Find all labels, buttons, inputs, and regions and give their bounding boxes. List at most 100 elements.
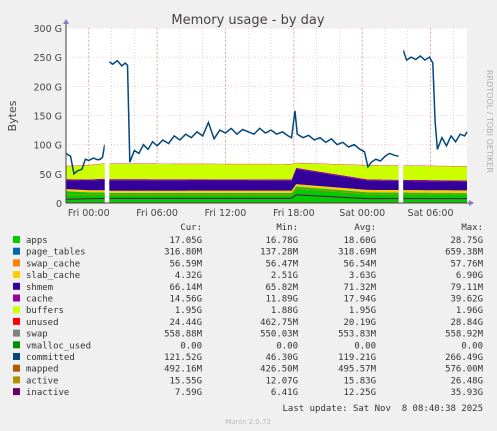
area-swap — [66, 162, 467, 167]
legend-value-max: 659.38M — [445, 248, 484, 258]
legend-value-cur: 24.44G — [169, 318, 202, 328]
legend-value-avg: 12.25G — [343, 388, 376, 398]
x-axis-arrow — [469, 200, 474, 206]
legend-value-max: 26.48G — [450, 376, 483, 386]
x-tick-label: Fri 12:00 — [205, 208, 247, 219]
legend-value-max: 576.00M — [445, 365, 484, 375]
legend-swatch-unused — [13, 317, 20, 325]
legend-value-min: 1.88G — [271, 306, 298, 316]
y-tick-label: 300 G — [33, 24, 62, 35]
legend-swatch-page_tables — [13, 247, 20, 255]
legend-label-swap: swap — [26, 330, 48, 340]
legend-header: Min: — [276, 223, 298, 233]
legend-label-shmem: shmem — [26, 283, 53, 293]
legend-value-cur: 66.14M — [169, 283, 202, 293]
legend-value-max: 35.93G — [450, 388, 483, 398]
data-gaps — [104, 28, 404, 203]
legend-value-avg: 71.32M — [343, 283, 376, 293]
y-tick-label: 50 G — [40, 170, 62, 181]
legend-label-active: active — [26, 376, 59, 386]
legend-value-min: 46.30G — [265, 353, 298, 363]
legend-label-unused: unused — [26, 318, 59, 328]
line-committed — [402, 49, 468, 150]
legend-label-cache: cache — [26, 295, 53, 305]
legend-value-avg: 0.00 — [354, 341, 376, 351]
legend-value-min: 550.03M — [260, 330, 299, 340]
legend-value-cur: 121.52G — [164, 353, 202, 363]
legend-label-apps: apps — [26, 236, 48, 246]
y-tick-label: 250 G — [33, 53, 62, 64]
legend-header: Avg: — [354, 223, 376, 233]
x-tick-label: Sat 00:00 — [339, 208, 385, 219]
legend-swatch-buffers — [13, 306, 20, 314]
legend-label-committed: committed — [26, 353, 75, 363]
area-unused — [66, 163, 467, 181]
legend-value-cur: 14.56G — [169, 295, 202, 305]
legend-value-avg: 20.19G — [343, 318, 376, 328]
legend-value-avg: 495.57M — [338, 365, 377, 375]
data-gap — [104, 28, 110, 203]
legend-value-min: 426.50M — [260, 365, 299, 375]
axes: 0 50 G 100 G 150 G 200 G 250 G 300 G Fri 00:00 F… — [33, 19, 474, 219]
legend-value-min: 2.51G — [271, 271, 298, 281]
legend-value-min: 462.75M — [260, 318, 299, 328]
legend-value-min: 65.82M — [265, 283, 298, 293]
legend-label-mapped: mapped — [26, 365, 59, 375]
legend-header: Cur: — [180, 223, 202, 233]
legend-value-avg: 553.83M — [338, 330, 377, 340]
rrdtool-credit: RRDTOOL / TOBI OETIKER — [485, 70, 494, 173]
legend-value-max: 79.11M — [450, 283, 483, 293]
legend-value-min: 6.41G — [271, 388, 298, 398]
legend-value-cur: 1.95G — [175, 306, 202, 316]
legend-swatch-swap — [13, 329, 20, 337]
legend-swatch-vmalloc_used — [13, 341, 20, 349]
legend-value-avg: 56.54M — [343, 259, 376, 269]
x-tick-label: Fri 00:00 — [68, 208, 110, 219]
legend-value-avg: 15.83G — [343, 376, 376, 386]
munin-version: Munin 2.0.73 — [225, 418, 271, 426]
legend-value-max: 0.00 — [461, 341, 483, 351]
line-committed — [108, 59, 399, 169]
legend-swatch-active — [13, 376, 20, 384]
x-tick-label: Fri 06:00 — [136, 208, 178, 219]
legend-value-cur: 316.80M — [164, 248, 203, 258]
legend-label-page_tables: page_tables — [26, 248, 86, 258]
legend-value-max: 558.92M — [445, 330, 484, 340]
legend-value-cur: 4.32G — [175, 271, 202, 281]
legend-value-cur: 7.59G — [175, 388, 202, 398]
legend-value-max: 28.75G — [450, 236, 483, 246]
x-tick-label: Sat 06:00 — [408, 208, 454, 219]
legend-header: Max: — [461, 223, 483, 233]
area-cache — [66, 168, 467, 191]
legend-value-cur: 492.16M — [164, 365, 203, 375]
legend-value-avg: 18.60G — [343, 236, 376, 246]
legend-label-buffers: buffers — [26, 306, 64, 316]
legend-value-max: 266.49G — [445, 353, 483, 363]
legend-value-min: 0.00 — [276, 341, 298, 351]
y-axis-arrow — [63, 19, 69, 24]
legend-value-avg: 17.94G — [343, 295, 376, 305]
legend-value-avg: 1.95G — [349, 306, 376, 316]
line-committed — [65, 144, 106, 176]
stacked-areas — [66, 162, 467, 203]
legend-label-swap_cache: swap_cache — [26, 259, 80, 269]
legend-label-vmalloc_used: vmalloc_used — [26, 341, 91, 351]
legend-swatch-committed — [13, 353, 20, 360]
legend-value-min: 16.78G — [265, 236, 298, 246]
legend-swatch-inactive — [13, 388, 20, 396]
legend-swatch-swap_cache — [13, 259, 20, 267]
last-update: Last update: Sat Nov 8 08:40:38 2025 — [283, 404, 483, 414]
legend-value-min: 11.89G — [265, 295, 298, 305]
x-tick-label: Fri 18:00 — [273, 208, 315, 219]
chart-title: Memory usage - by day — [171, 13, 324, 28]
data-gap — [398, 28, 404, 203]
legend-value-max: 57.76M — [450, 259, 483, 269]
legend-value-cur: 558.88M — [164, 330, 203, 340]
legend-value-avg: 3.63G — [349, 271, 376, 281]
legend-swatch-slab_cache — [13, 271, 20, 279]
y-tick-label: 150 G — [33, 112, 62, 123]
legend-value-min: 56.47M — [265, 259, 298, 269]
legend-value-max: 39.62G — [450, 295, 483, 305]
area-buffers — [66, 167, 467, 182]
